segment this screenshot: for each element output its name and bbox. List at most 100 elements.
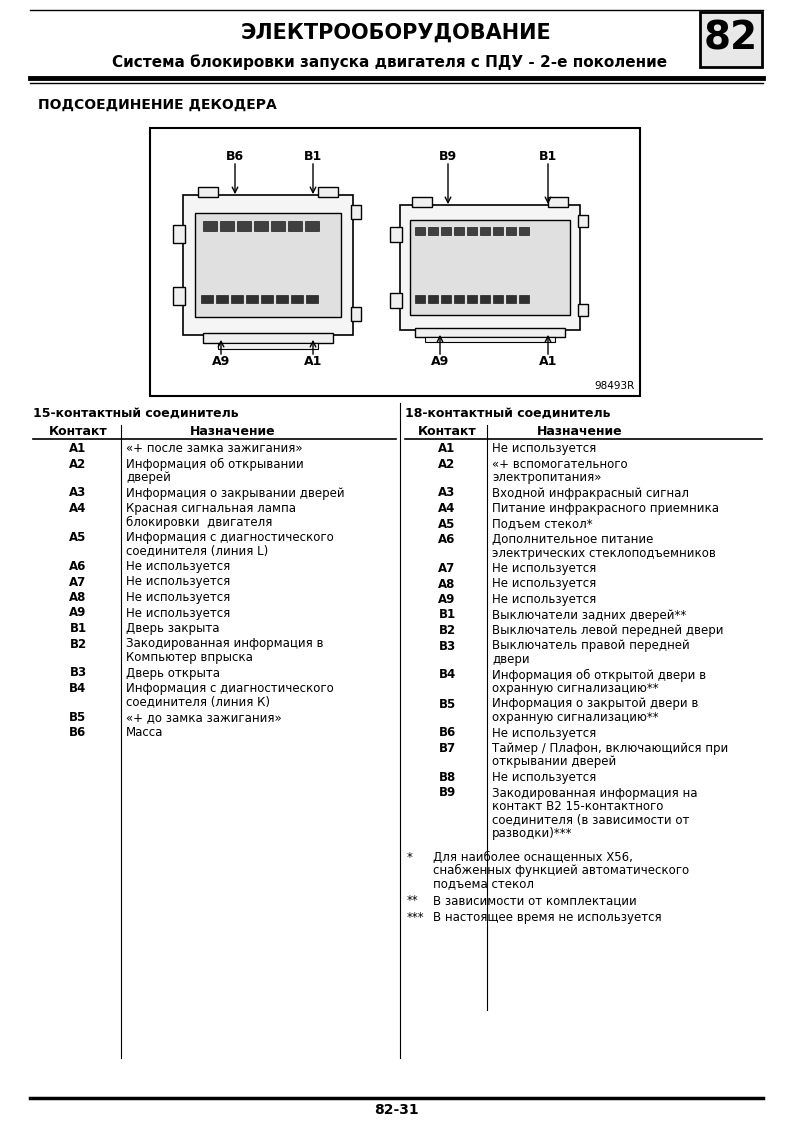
Text: A8: A8: [439, 577, 456, 591]
Bar: [173, 287, 185, 305]
Text: блокировки  двигателя: блокировки двигателя: [126, 515, 272, 529]
Text: A1: A1: [538, 355, 557, 368]
Text: Таймер / Плафон, включающийся при: Таймер / Плафон, включающийся при: [492, 742, 728, 755]
Text: Подъем стекол*: Подъем стекол*: [492, 518, 592, 530]
Text: электропитания»: электропитания»: [492, 471, 602, 484]
Bar: [415, 295, 425, 303]
Text: A5: A5: [69, 531, 86, 544]
Bar: [700, 12, 762, 67]
Bar: [506, 227, 516, 235]
Bar: [183, 195, 353, 335]
Bar: [306, 295, 318, 303]
Text: охранную сигнализацию**: охранную сигнализацию**: [492, 711, 659, 724]
Bar: [410, 220, 570, 314]
Text: В зависимости от комплектации: В зависимости от комплектации: [433, 894, 637, 907]
Text: Информация с диагностического: Информация с диагностического: [126, 682, 334, 695]
Text: Дверь открыта: Дверь открыта: [126, 666, 220, 679]
Bar: [220, 221, 234, 231]
Bar: [305, 221, 319, 231]
Bar: [318, 188, 338, 197]
Text: разводки)***: разводки)***: [492, 827, 573, 840]
Text: Не используется: Не используется: [126, 606, 230, 620]
Text: B4: B4: [439, 668, 456, 682]
Bar: [428, 227, 438, 235]
Text: Не используется: Не используется: [492, 562, 596, 575]
Text: «+ вспомогательного: «+ вспомогательного: [492, 457, 627, 471]
Bar: [390, 227, 402, 241]
Text: A5: A5: [439, 518, 456, 530]
Text: Не используется: Не используется: [492, 577, 596, 591]
Text: B1: B1: [304, 150, 322, 163]
Text: A1: A1: [69, 442, 86, 455]
Bar: [237, 221, 251, 231]
Text: соединителя (в зависимости от: соединителя (в зависимости от: [492, 813, 689, 827]
Bar: [203, 334, 333, 343]
Text: открывании дверей: открывании дверей: [492, 756, 616, 768]
Text: ПОДСОЕДИНЕНИЕ ДЕКОДЕРА: ПОДСОЕДИНЕНИЕ ДЕКОДЕРА: [38, 98, 277, 112]
Text: Выключатель правой передней: Выключатель правой передней: [492, 639, 690, 652]
Text: B3: B3: [70, 666, 86, 679]
Text: «+ после замка зажигания»: «+ после замка зажигания»: [126, 442, 303, 455]
Text: A6: A6: [439, 533, 456, 546]
Text: A4: A4: [69, 502, 86, 515]
Text: Не используется: Не используется: [492, 593, 596, 606]
Bar: [480, 227, 490, 235]
Text: Система блокировки запуска двигателя с ПДУ - 2-е поколение: Система блокировки запуска двигателя с П…: [113, 54, 668, 70]
Text: A7: A7: [69, 575, 86, 588]
Text: B1: B1: [539, 150, 557, 163]
Text: Информация об открытой двери в: Информация об открытой двери в: [492, 668, 706, 682]
Text: A3: A3: [439, 486, 456, 500]
Bar: [261, 295, 273, 303]
Text: B6: B6: [69, 727, 86, 740]
Bar: [493, 227, 503, 235]
Bar: [454, 227, 464, 235]
Text: Информация с диагностического: Информация с диагностического: [126, 531, 334, 544]
Text: A9: A9: [69, 606, 86, 620]
Text: A9: A9: [212, 355, 230, 368]
Bar: [254, 221, 268, 231]
Text: контакт В2 15-контактного: контакт В2 15-контактного: [492, 800, 664, 813]
Bar: [454, 295, 464, 303]
Text: B9: B9: [439, 786, 456, 800]
Bar: [480, 295, 490, 303]
Bar: [467, 295, 477, 303]
Text: Закодированная информация в: Закодированная информация в: [126, 638, 324, 650]
Text: B2: B2: [70, 638, 86, 650]
Bar: [150, 128, 640, 396]
Bar: [412, 197, 432, 207]
Text: Контакт: Контакт: [48, 424, 107, 438]
Text: Входной инфракрасный сигнал: Входной инфракрасный сигнал: [492, 486, 689, 500]
Text: Назначение: Назначение: [537, 424, 623, 438]
Bar: [415, 328, 565, 337]
Bar: [291, 295, 303, 303]
Bar: [218, 343, 318, 349]
Text: B3: B3: [439, 639, 455, 652]
Text: снабженных функцией автоматического: снабженных функцией автоматического: [433, 864, 689, 877]
Text: A9: A9: [439, 593, 456, 606]
Text: Не используется: Не используется: [492, 442, 596, 455]
Text: A7: A7: [439, 562, 456, 575]
Bar: [467, 227, 477, 235]
Text: Не используется: Не используется: [126, 560, 230, 573]
Text: Дверь закрыта: Дверь закрыта: [126, 622, 220, 634]
Text: подъема стекол: подъема стекол: [433, 877, 534, 891]
Text: **: **: [407, 894, 419, 907]
Text: A4: A4: [439, 502, 456, 515]
Bar: [441, 227, 451, 235]
Text: Масса: Масса: [126, 727, 163, 740]
Text: «+ до замка зажигания»: «+ до замка зажигания»: [126, 711, 282, 724]
Bar: [195, 213, 341, 317]
Text: B1: B1: [439, 609, 455, 621]
Bar: [415, 227, 425, 235]
Text: Дополнительное питание: Дополнительное питание: [492, 533, 653, 546]
Text: Компьютер впрыска: Компьютер впрыска: [126, 651, 253, 664]
Text: дверей: дверей: [126, 471, 170, 484]
Text: A6: A6: [69, 560, 86, 573]
Bar: [578, 214, 588, 227]
Text: A2: A2: [69, 457, 86, 471]
Text: B1: B1: [70, 622, 86, 634]
Text: A1: A1: [304, 355, 322, 368]
Bar: [441, 295, 451, 303]
Text: A9: A9: [431, 355, 449, 368]
Text: Не используется: Не используется: [126, 591, 230, 604]
